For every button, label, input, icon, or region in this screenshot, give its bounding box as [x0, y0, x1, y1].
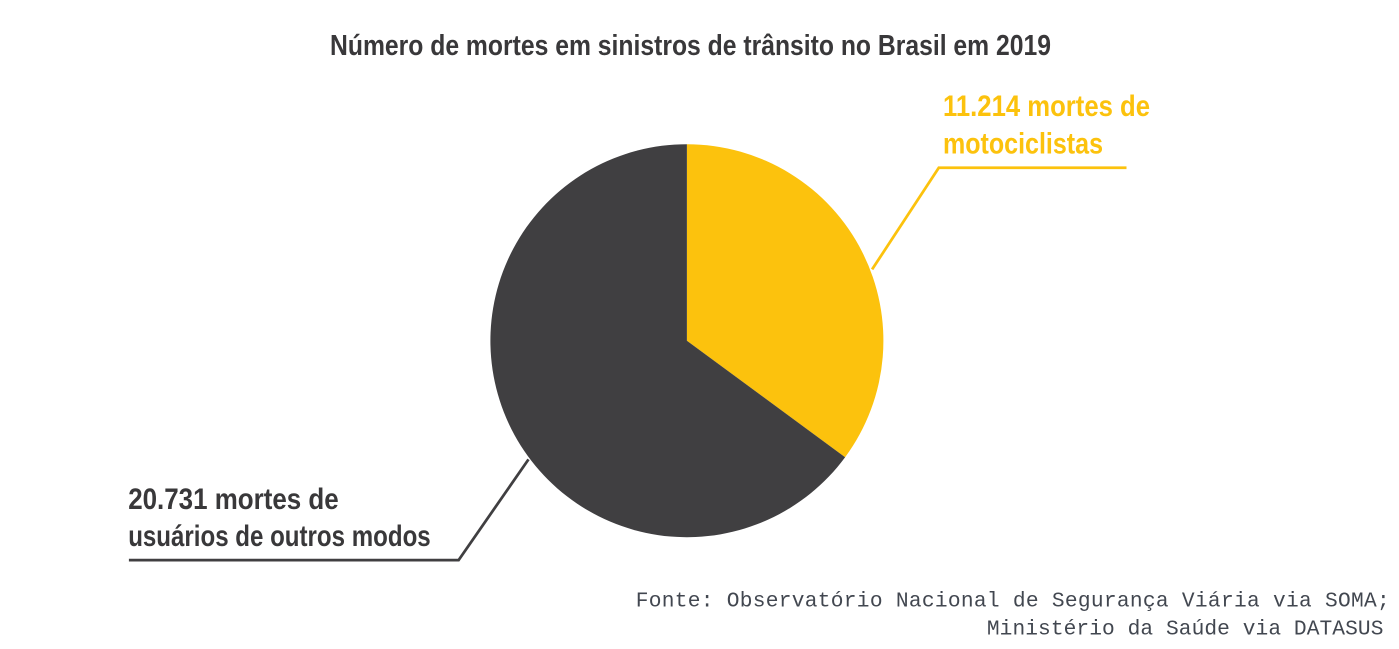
svg-text:Ministério da Saúde via DATASU: Ministério da Saúde via DATASUS — [987, 617, 1384, 641]
svg-text:usuários de outros modos: usuários de outros modos — [128, 520, 431, 553]
svg-text:20.731 mortes de: 20.731 mortes de — [128, 483, 339, 516]
svg-text:motociclistas: motociclistas — [943, 128, 1103, 161]
svg-text:Número de mortes em sinistros: Número de mortes em sinistros de trânsit… — [330, 30, 1051, 62]
svg-text:Fonte: Observatório Nacional d: Fonte: Observatório Nacional de Seguranç… — [636, 590, 1390, 614]
svg-text:11.214 mortes de: 11.214 mortes de — [943, 90, 1150, 123]
